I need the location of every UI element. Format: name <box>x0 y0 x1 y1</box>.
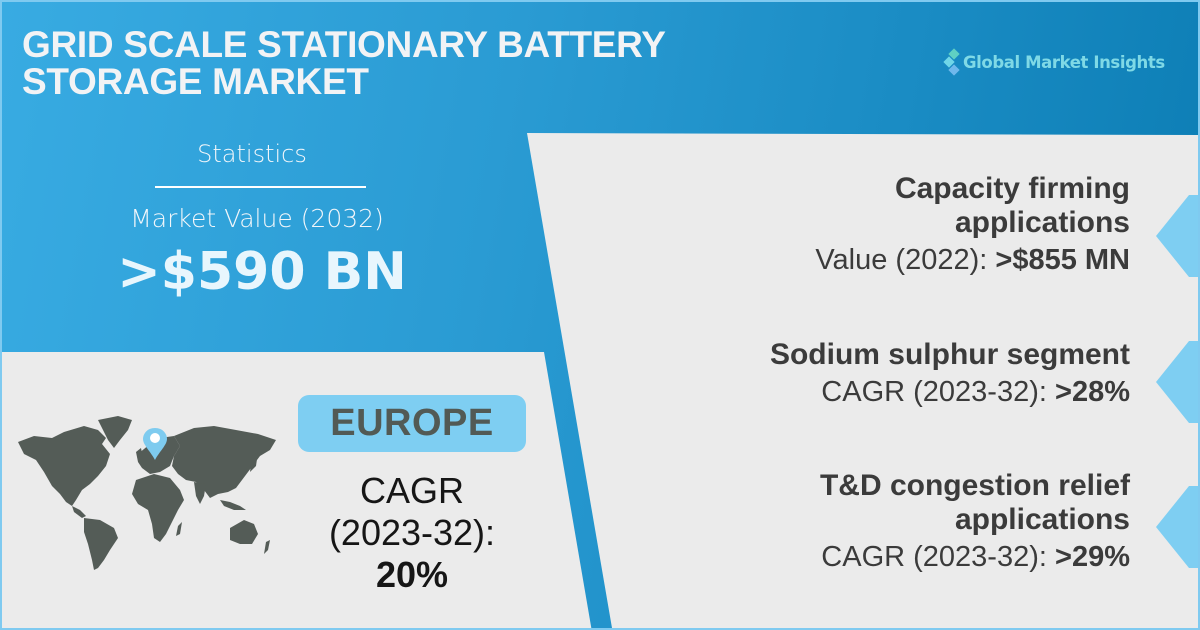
statistics-label: Statistics <box>197 140 307 168</box>
segment-metric: Value (2022): >$855 MN <box>815 242 1130 278</box>
segment-name: Sodium sulphur segment <box>769 338 1130 371</box>
segment-td-congestion-relief: T&D congestion relief applications CAGR … <box>820 469 1130 575</box>
segment-sodium-sulphur: Sodium sulphur segment CAGR (2023-32): >… <box>770 338 1130 410</box>
segment-name: T&D congestion relief applications <box>819 469 1130 536</box>
metric-label: CAGR (2023-32): <box>821 541 1047 573</box>
metric-value: >29% <box>1055 541 1130 573</box>
diamond-cluster-icon <box>942 47 962 77</box>
market-value-label: Market Value (2032) <box>130 204 384 233</box>
segment-metric: CAGR (2023-32): >28% <box>770 374 1130 410</box>
metric-label: CAGR (2023-32): <box>821 376 1047 408</box>
segment-metric: CAGR (2023-32): >29% <box>820 539 1130 575</box>
market-value: >$590 BN <box>117 242 407 302</box>
region-cagr: CAGR (2023-32): 20% <box>298 470 526 596</box>
divider <box>155 186 366 188</box>
location-pin-icon <box>143 428 167 460</box>
title-line-2: STORAGE MARKET <box>22 61 369 102</box>
metric-label: Value (2022): <box>815 244 988 276</box>
brand-logo: Global Market Insights <box>942 47 1165 77</box>
segment-name: Capacity firming applications <box>894 172 1130 239</box>
region-cagr-label-1: CAGR <box>359 470 464 511</box>
region-cagr-value: 20% <box>375 554 449 595</box>
segment-capacity-firming: Capacity firming applications Value (202… <box>815 172 1130 278</box>
metric-value: >$855 MN <box>995 244 1130 276</box>
title-line-1: GRID SCALE STATIONARY BATTERY <box>22 24 666 65</box>
logo-text: Global Market Insights <box>963 52 1165 72</box>
region-cagr-label-2: (2023-32): <box>328 512 496 553</box>
region-badge: EUROPE <box>298 395 526 452</box>
page-title: GRID SCALE STATIONARY BATTERY STORAGE MA… <box>22 26 666 100</box>
metric-value: >28% <box>1055 376 1130 408</box>
world-map-icon <box>18 416 276 570</box>
